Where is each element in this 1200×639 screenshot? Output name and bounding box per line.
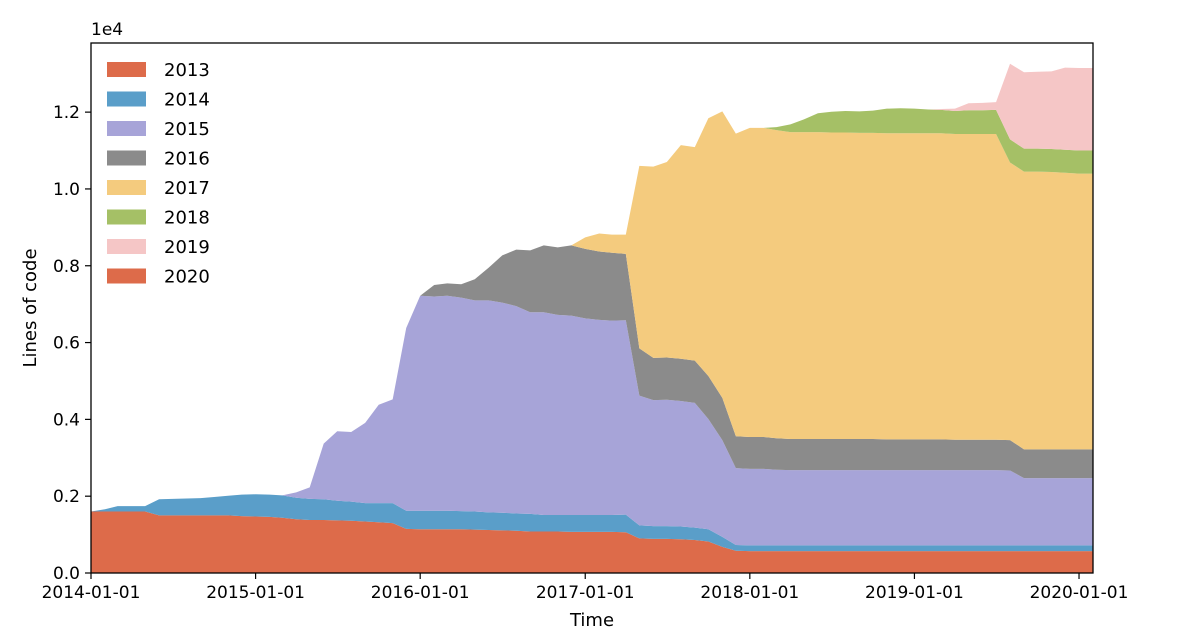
area-series-2017	[91, 111, 1093, 512]
y-axis-title: Lines of code	[20, 248, 41, 367]
y-axis: 0.0 0.2 0.4 0.6 0.8 1.0 1.2	[53, 103, 91, 584]
legend-label-2013: 2013	[164, 60, 210, 81]
legend-label-2014: 2014	[164, 90, 210, 111]
legend: 2013 2014 2015 2016 2017 2018 2019 2020	[107, 60, 210, 288]
x-axis-title: Time	[569, 610, 614, 631]
x-tick-label: 2017-01-01	[536, 583, 635, 603]
legend-swatch-2017	[107, 180, 146, 195]
x-tick-label: 2020-01-01	[1030, 583, 1129, 603]
area-series-2015	[91, 295, 1093, 546]
x-tick-label: 2015-01-01	[206, 583, 305, 603]
legend-swatch-2014	[107, 91, 146, 107]
area-series-2013	[91, 511, 1093, 573]
legend-swatch-2020	[107, 268, 146, 284]
y-tick-label: 1.0	[53, 180, 80, 200]
legend-label-2018: 2018	[164, 208, 210, 229]
y-tick-label: 0.0	[53, 564, 80, 584]
y-tick-label: 0.6	[53, 334, 80, 354]
legend-swatch-2016	[107, 150, 146, 166]
x-tick-label: 2019-01-01	[865, 583, 964, 603]
legend-label-2017: 2017	[164, 178, 210, 199]
x-axis: 2014-01-01 2015-01-01 2016-01-01 2017-01-01…	[42, 573, 1129, 603]
y-offset-label: 1e4	[91, 20, 123, 40]
area-layers	[91, 63, 1093, 573]
y-tick-label: 0.2	[53, 487, 80, 507]
legend-label-2020: 2020	[164, 267, 210, 288]
legend-swatch-2018	[107, 209, 146, 225]
legend-label-2016: 2016	[164, 149, 210, 170]
legend-swatch-2019	[107, 239, 146, 254]
area-series-2016	[91, 245, 1093, 512]
x-tick-label: 2014-01-01	[42, 583, 141, 603]
legend-label-2019: 2019	[164, 237, 210, 258]
area-series-2014	[91, 494, 1093, 552]
legend-label-2015: 2015	[164, 119, 210, 140]
y-tick-label: 0.4	[53, 410, 80, 430]
plot-frame	[90, 42, 1094, 574]
x-tick-label: 2016-01-01	[371, 583, 470, 603]
area-series-2019	[91, 63, 1093, 512]
x-tick-label: 2018-01-01	[700, 583, 799, 603]
legend-swatch-2015	[107, 121, 146, 136]
y-tick-label: 1.2	[53, 103, 80, 123]
y-tick-label: 0.8	[53, 257, 80, 277]
legend-swatch-2013	[107, 62, 146, 77]
